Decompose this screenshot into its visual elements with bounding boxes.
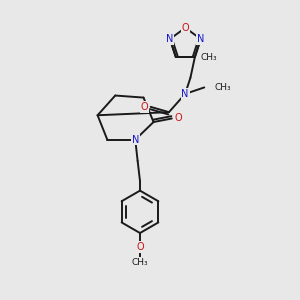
- Text: N: N: [197, 34, 204, 44]
- Text: N: N: [166, 34, 174, 44]
- Text: CH₃: CH₃: [132, 258, 148, 267]
- Text: O: O: [136, 242, 144, 252]
- Text: O: O: [175, 113, 182, 124]
- Text: CH₃: CH₃: [201, 52, 218, 62]
- Text: O: O: [140, 102, 148, 112]
- Text: N: N: [182, 89, 189, 99]
- Text: O: O: [182, 23, 189, 33]
- Text: CH₃: CH₃: [214, 83, 231, 92]
- Text: N: N: [132, 135, 139, 145]
